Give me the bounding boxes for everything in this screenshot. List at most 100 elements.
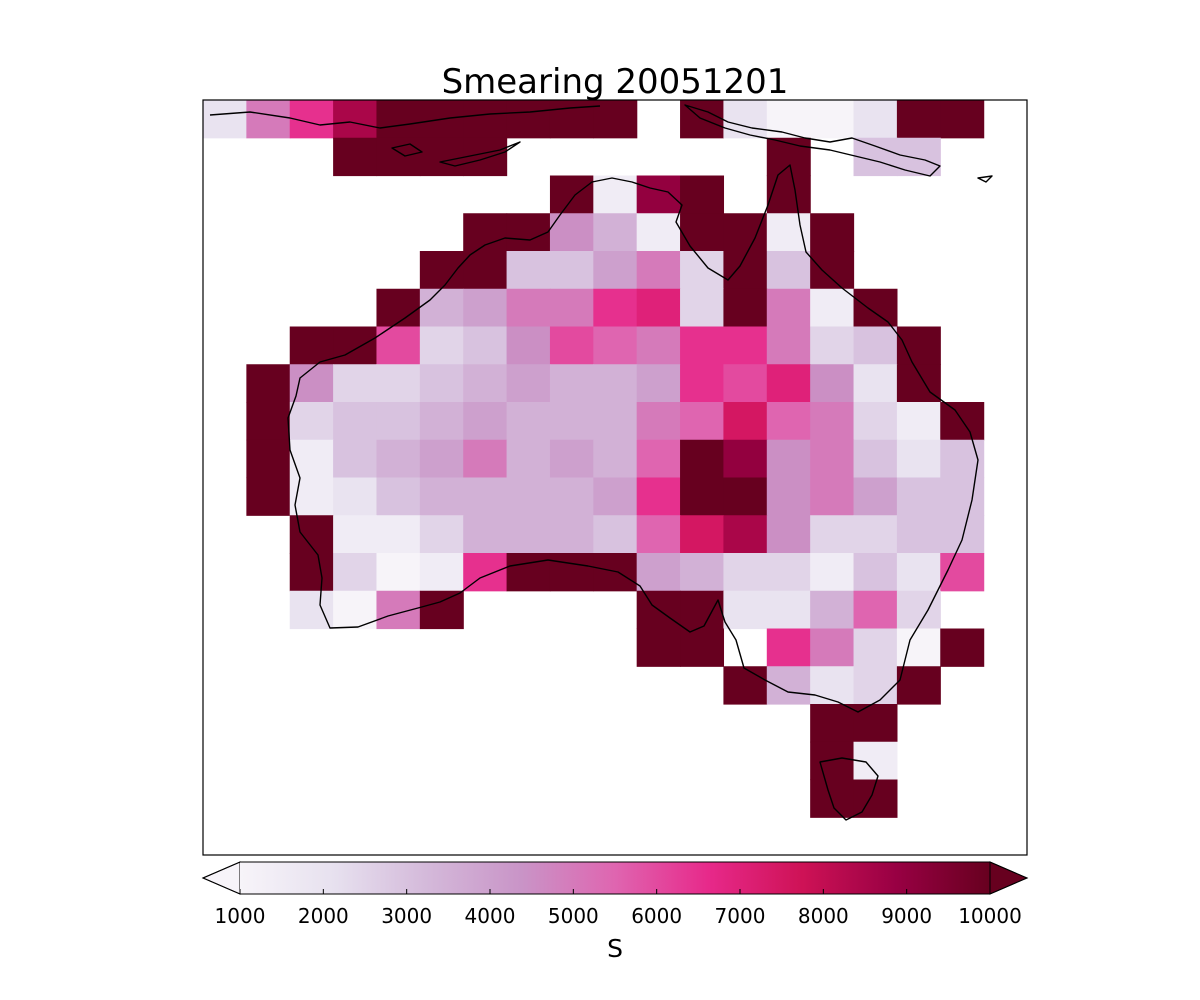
heatmap-cell — [333, 402, 378, 441]
heatmap-cell — [680, 326, 725, 365]
heatmap-cell — [853, 477, 898, 516]
heatmap-cell — [766, 364, 811, 403]
heatmap-cell — [246, 477, 291, 516]
heatmap-cell — [549, 402, 594, 441]
heatmap-cell — [376, 477, 421, 516]
heatmap-cell — [333, 137, 378, 177]
colorbar-tick-label: 6000 — [631, 904, 682, 928]
heatmap-cell — [289, 590, 334, 630]
heatmap-cell — [680, 590, 725, 630]
heatmap-cell — [853, 364, 898, 403]
heatmap-cell — [810, 590, 855, 630]
heatmap-cell — [766, 100, 811, 139]
heatmap-cell — [289, 402, 334, 441]
heatmap-cell — [896, 590, 941, 630]
heatmap-cell — [810, 515, 855, 554]
heatmap-cell — [810, 779, 855, 818]
heatmap-cell — [853, 628, 898, 667]
colorbar-tick-label: 7000 — [715, 904, 766, 928]
colorbar-tick-label: 8000 — [798, 904, 849, 928]
heatmap-cell — [246, 364, 291, 403]
heatmap-cell — [723, 326, 768, 365]
heatmap-cell — [680, 288, 725, 328]
heatmap-cell — [810, 100, 855, 139]
heatmap-cell — [593, 402, 638, 441]
heatmap-cell — [853, 326, 898, 365]
heatmap-cell — [593, 100, 638, 139]
heatmap-cell — [810, 628, 855, 667]
heatmap-cell — [680, 515, 725, 554]
heatmap-cell — [549, 553, 594, 592]
colorbar-label: S — [607, 934, 623, 963]
heatmap-cell — [940, 477, 985, 516]
colorbar-tick-label: 10000 — [958, 904, 1022, 928]
heatmap-cell — [333, 439, 378, 479]
heatmap-cell — [289, 553, 334, 592]
heatmap-cell — [463, 364, 508, 403]
colorbar: 1000 2000 3000 4000 5000 6000 7000 8000 9000 1000… — [201, 861, 1029, 963]
heatmap-cell — [376, 439, 421, 479]
heatmap-cell — [766, 666, 811, 705]
heatmap-cell — [376, 137, 421, 177]
heatmap-cell — [810, 402, 855, 441]
heatmap-cell — [593, 288, 638, 328]
heatmap-cell — [810, 666, 855, 705]
heatmap-cell — [636, 628, 681, 667]
heatmap-cell — [333, 477, 378, 516]
heatmap-cell — [766, 402, 811, 441]
heatmap-cell — [593, 364, 638, 403]
heatmap-cell — [463, 515, 508, 554]
heatmap-cell — [376, 515, 421, 554]
heatmap-cell — [506, 251, 551, 290]
heatmap-cell — [723, 439, 768, 479]
heatmap-cell — [593, 515, 638, 554]
heatmap-cell — [246, 402, 291, 441]
heatmap-cell — [333, 100, 378, 139]
heatmap-cell — [896, 628, 941, 667]
heatmap-cell — [506, 326, 551, 365]
heatmap-cell — [549, 515, 594, 554]
heatmap-cell — [549, 251, 594, 290]
heatmap-cell — [766, 477, 811, 516]
heatmap-cell — [680, 477, 725, 516]
colorbar-tick-label: 9000 — [881, 904, 932, 928]
heatmap-cell — [593, 439, 638, 479]
heatmap-cell — [376, 402, 421, 441]
heatmap-cell — [376, 590, 421, 630]
heatmap-cell — [680, 439, 725, 479]
colorbar-tick-label: 3000 — [381, 904, 432, 928]
heatmap-cell — [940, 628, 985, 667]
heatmap-cell — [463, 137, 508, 177]
heatmap-cell — [506, 288, 551, 328]
heatmap-cell — [289, 364, 334, 403]
heatmap-cell — [333, 364, 378, 403]
heatmap-cell — [940, 100, 985, 139]
heatmap-cell — [636, 553, 681, 592]
heatmap-cell — [463, 402, 508, 441]
heatmap-cell — [549, 439, 594, 479]
heatmap-cell — [419, 402, 464, 441]
heatmap-cell — [549, 288, 594, 328]
coastline-timor — [439, 141, 521, 167]
heatmap-cell — [766, 251, 811, 290]
heatmap-cell — [549, 326, 594, 365]
heatmap-cell — [680, 402, 725, 441]
heatmap-cell — [246, 100, 291, 139]
heatmap-cell — [636, 364, 681, 403]
colorbar-tick-label: 1000 — [215, 904, 266, 928]
colorbar-extend-high — [989, 861, 1029, 895]
heatmap-cell — [419, 137, 464, 177]
heatmap-cell — [636, 251, 681, 290]
heatmap-cell — [896, 100, 941, 139]
heatmap-cell — [593, 553, 638, 592]
heatmap-cell — [636, 402, 681, 441]
heatmap-cell — [810, 439, 855, 479]
coastline-overlay — [209, 104, 993, 821]
heatmap-cell — [810, 553, 855, 592]
colorbar-tick-label: 5000 — [548, 904, 599, 928]
heatmap-cell — [853, 704, 898, 743]
heatmap-cell — [766, 590, 811, 630]
heatmap-cell — [376, 553, 421, 592]
heatmap-cell — [549, 477, 594, 516]
heatmap-cell — [333, 326, 378, 365]
